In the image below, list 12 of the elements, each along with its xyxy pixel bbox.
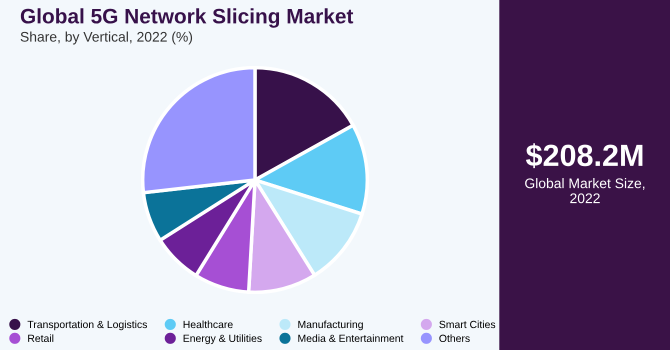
text: Global Market Size, 2022 xyxy=(525,178,644,204)
legend-label: Media & Entertainment xyxy=(298,334,404,342)
legend-label: Retail xyxy=(28,334,54,342)
chart-title: Global 5G Network Slicing Market xyxy=(20,8,354,28)
legend-label: Manufacturing xyxy=(298,320,363,330)
legend-label: Healthcare xyxy=(184,320,233,328)
legend-label: Smart Cities xyxy=(439,320,496,328)
chart-subtitle: Share, by Vertical, 2022 (%) xyxy=(20,32,192,44)
legend-label: Others xyxy=(439,334,470,342)
legend-label: Energy & Utilities xyxy=(184,334,262,344)
text: $208.2M xyxy=(526,143,642,168)
legend-label: Transportation & Logistics xyxy=(28,320,147,330)
